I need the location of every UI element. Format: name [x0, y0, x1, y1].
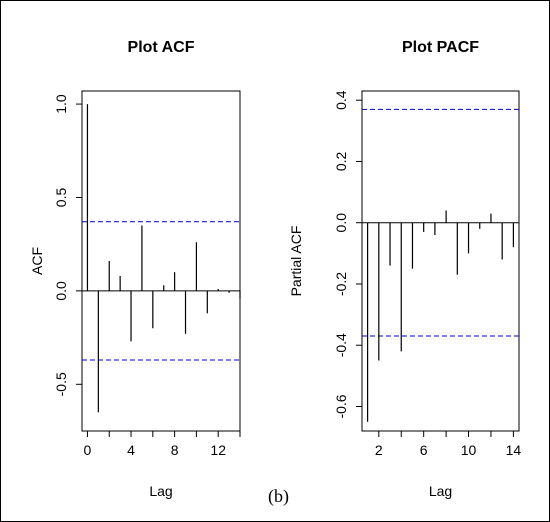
- pacf-x-axis-label: Lag: [429, 483, 452, 499]
- acf-x-tick-label: 8: [171, 442, 179, 458]
- pacf-plot-frame: [361, 90, 520, 432]
- acf-y-tick-label: 1.0: [53, 94, 69, 114]
- pacf-x-tick-label: 2: [375, 442, 383, 458]
- acf-y-axis-label: ACF: [29, 247, 45, 275]
- acf-plot-frame: [81, 90, 241, 432]
- acf-x-tick-label: 0: [84, 442, 92, 458]
- pacf-x-tick-label: 10: [461, 442, 477, 458]
- pacf-y-axis-label: Partial ACF: [288, 226, 304, 297]
- pacf-y-tick-label: 0.2: [333, 152, 349, 172]
- acf-chart: Plot ACF 0 4 8 12 -0.5 0.0 0.5 1.0 Lag ACF: [29, 39, 241, 499]
- acf-y-tick-label: 0.5: [53, 188, 69, 208]
- pacf-chart: Plot PACF 2 6 10 14 -0.6 -0.4 -0.2 0.0 0.2 0.4 Lag P…: [288, 39, 521, 499]
- acf-x-tick-label: 12: [210, 442, 226, 458]
- acf-x-tick-label: 4: [127, 442, 135, 458]
- pacf-title: Plot PACF: [402, 39, 479, 56]
- pacf-x-tick-label: 6: [420, 442, 428, 458]
- figure-caption: (b): [268, 486, 289, 506]
- pacf-y-tick-label: -0.2: [333, 272, 349, 296]
- acf-y-tick-label: -0.5: [53, 372, 69, 396]
- acf-x-axis-label: Lag: [149, 483, 172, 499]
- pacf-x-tick-label: 14: [506, 442, 522, 458]
- pacf-y-tick-label: 0.4: [333, 90, 349, 110]
- pacf-y-tick-label: -0.4: [333, 333, 349, 357]
- acf-y-tick-label: 0.0: [53, 281, 69, 301]
- pacf-y-tick-label: -0.6: [333, 394, 349, 418]
- pacf-y-tick-label: 0.0: [333, 213, 349, 233]
- acf-title: Plot ACF: [128, 39, 195, 56]
